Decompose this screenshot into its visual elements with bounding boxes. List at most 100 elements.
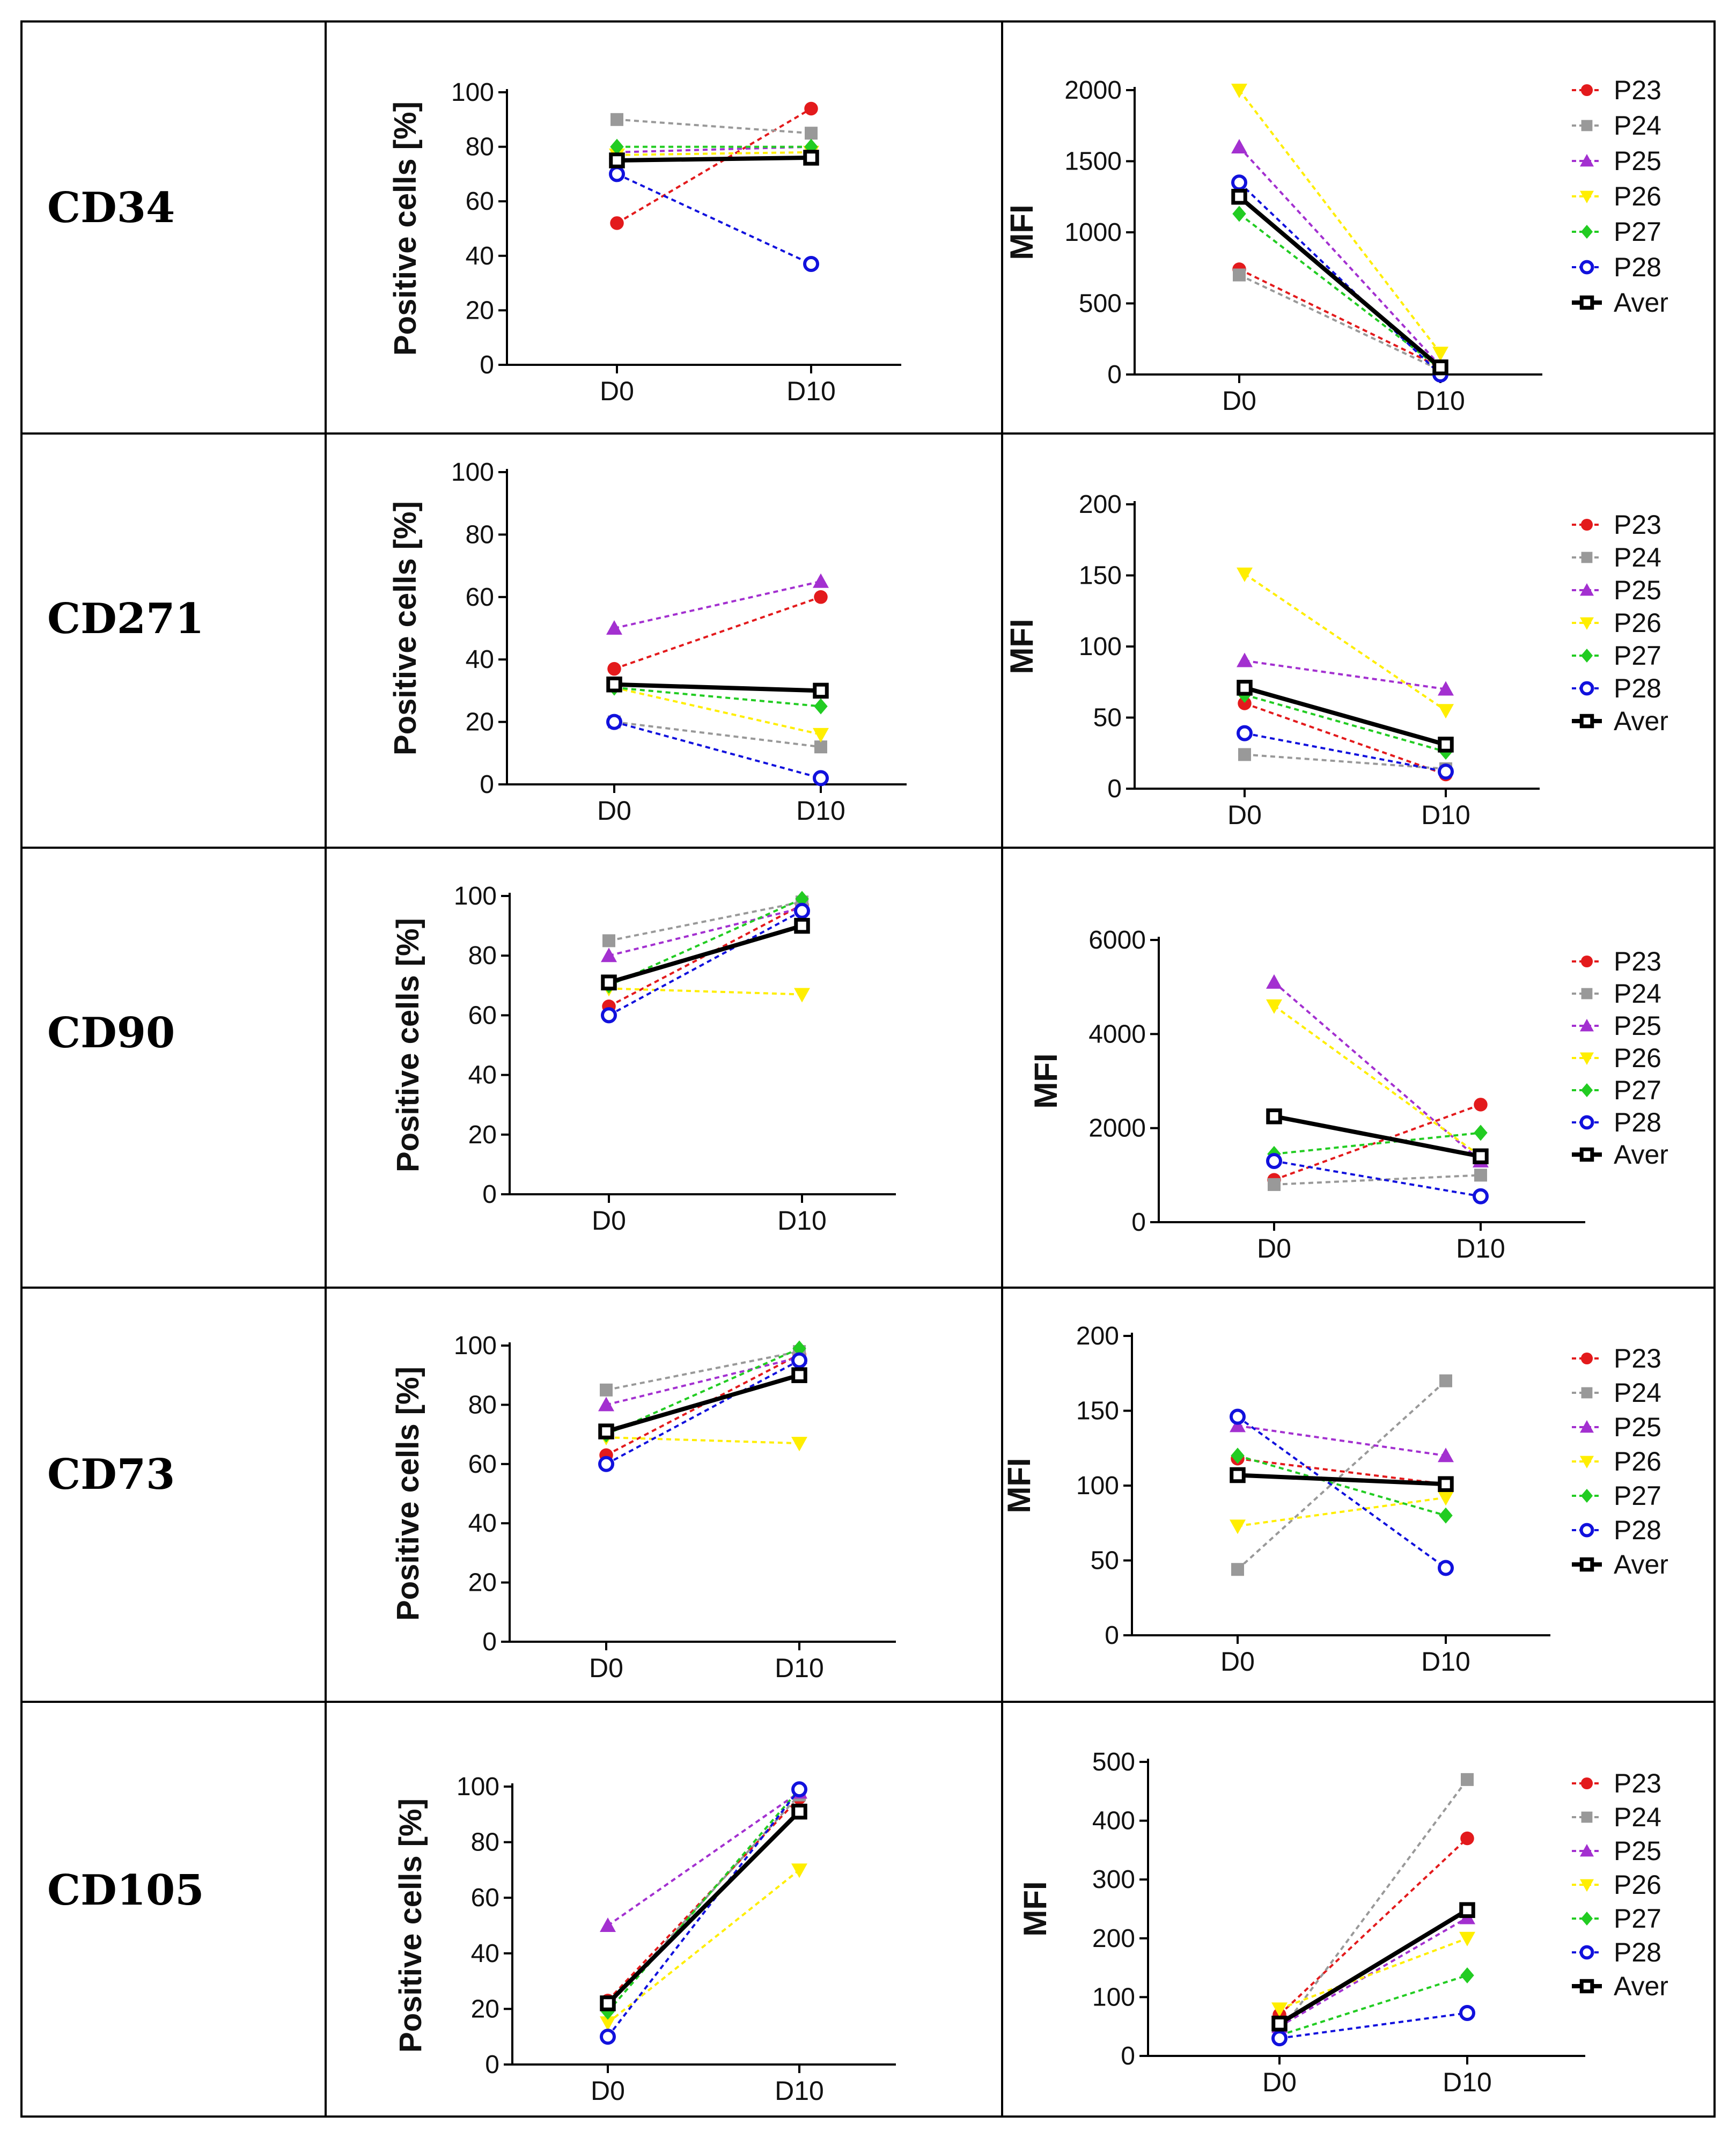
series-line-p28 (1274, 1160, 1481, 1197)
y-tick-label: 0 (1107, 775, 1122, 803)
data-point-p25-d0 (1231, 139, 1247, 153)
y-tick-label: 500 (1079, 290, 1122, 318)
series-line-p28 (1238, 181, 1441, 376)
series-line-p23 (1274, 1103, 1481, 1181)
legend-label: P25 (1614, 1011, 1661, 1041)
legend-marker (1581, 988, 1593, 1000)
legend-marker (1580, 617, 1594, 630)
data-point-p28-d0 (606, 714, 622, 730)
legend-label: P26 (1614, 1870, 1661, 1900)
series-line-p24 (1274, 1174, 1481, 1186)
series-p24 (1238, 748, 1452, 775)
y-tick-label: 100 (451, 458, 494, 487)
data-point-p24-d10 (1474, 1169, 1487, 1182)
series-p28 (1230, 1408, 1454, 1576)
legend-item-p26: P26 (1572, 608, 1661, 638)
y-tick-label: 0 (480, 351, 494, 379)
data-point-aver-d10 (813, 682, 829, 699)
series-p24 (1268, 1169, 1487, 1191)
y-tick-label: 2000 (1088, 1114, 1146, 1143)
legend-marker (1580, 154, 1594, 167)
x-tick-label: D10 (786, 376, 836, 406)
legend-label: P26 (1614, 608, 1661, 638)
series-line-p28 (1279, 2012, 1468, 2040)
legend-item-p25: P25 (1572, 1836, 1661, 1866)
legend-item-p25: P25 (1572, 146, 1661, 176)
y-tick-label: 60 (468, 1450, 497, 1479)
data-point-p26-d0 (600, 2016, 616, 2031)
legend-marker (1580, 1489, 1593, 1503)
series-line-p24 (1239, 274, 1441, 371)
series-p27 (601, 1781, 806, 2020)
series-p25 (1271, 1909, 1475, 2033)
data-point-aver-d10 (1438, 1476, 1454, 1492)
series-p23 (610, 101, 818, 230)
x-tick-label: D0 (1222, 386, 1256, 416)
data-point-p28-d0 (601, 1007, 617, 1024)
series-p27 (1272, 1967, 1474, 2044)
data-point-p23-d0 (610, 216, 624, 230)
data-point-aver-d10 (794, 917, 810, 934)
series-line-p27 (1244, 694, 1446, 753)
legend-item-p23: P23 (1572, 75, 1661, 105)
legend-label: P27 (1614, 641, 1661, 671)
legend-marker (1579, 1557, 1594, 1572)
marker-labels: CD34 CD271 CD90 CD73 CD105 (47, 183, 204, 1915)
x-tick-label: D10 (1421, 800, 1470, 830)
series-line-p23 (1244, 702, 1446, 776)
series-p24 (1273, 1773, 1474, 2039)
series-p26 (1271, 1931, 1475, 2017)
series-p28 (609, 166, 819, 273)
series-line-p25 (616, 145, 812, 153)
x-tick-label: D0 (592, 1206, 626, 1236)
series-p24 (1231, 1374, 1452, 1576)
marker-label-cd34: CD34 (47, 183, 175, 232)
legend-marker (1580, 1456, 1594, 1468)
legend-marker (1580, 84, 1593, 97)
series-p28 (600, 1781, 807, 2045)
series-line-aver (614, 682, 821, 693)
x-tick-label: D0 (1227, 800, 1262, 830)
series-line-p28 (616, 173, 812, 265)
y-tick-label: 40 (466, 645, 494, 674)
legend-marker (1580, 1879, 1594, 1892)
series-line-p25 (1238, 146, 1441, 367)
legend-marker (1580, 1019, 1594, 1032)
data-point-p27-d10 (795, 891, 809, 907)
chart-cd271-positive-cells: 0 20 40 60 80 100 D0 D10 Positive cells [%] (388, 458, 907, 826)
legend-item-aver: Aver (1572, 1549, 1668, 1579)
y-tick-label: 6000 (1088, 926, 1146, 954)
data-point-p23-d10 (1474, 1098, 1488, 1112)
legend-label: P26 (1614, 1446, 1661, 1476)
series-line-aver (616, 155, 812, 163)
chart-cd105-mfi: 0 100 200 300 400 500 D0 D10 MFI P23 P24 P25 P26 P27P… (1017, 1748, 1668, 2097)
series-line-p25 (1244, 659, 1446, 690)
y-tick-label: 20 (466, 296, 494, 325)
y-tick-label: 60 (471, 1884, 499, 1912)
series-p27 (1238, 687, 1453, 760)
data-point-p28-d0 (1237, 725, 1253, 741)
legend-item-p27: P27 (1572, 641, 1661, 671)
series-aver (598, 1367, 807, 1439)
legend-item-aver: Aver (1572, 288, 1668, 318)
data-point-p25-d0 (600, 1917, 616, 1932)
series-p25 (609, 138, 819, 159)
data-point-p23-d0 (1238, 696, 1252, 710)
y-tick-label: 300 (1092, 1865, 1135, 1894)
series-line-aver (606, 1810, 801, 2005)
y-axis-label: Positive cells [%] (391, 918, 425, 1172)
data-point-p28-d0 (1230, 1408, 1246, 1425)
y-axis-label: Positive cells [%] (388, 101, 423, 356)
y-tick-label: 2000 (1064, 76, 1122, 105)
legend-item-p23: P23 (1572, 946, 1661, 976)
series-p27 (1231, 1448, 1453, 1524)
x-tick-label: D10 (1456, 1233, 1505, 1263)
data-point-p25-d10 (1438, 1448, 1454, 1463)
legend-marker (1579, 714, 1594, 729)
series-line-p28 (614, 721, 821, 780)
legend-item-p23: P23 (1572, 510, 1661, 540)
